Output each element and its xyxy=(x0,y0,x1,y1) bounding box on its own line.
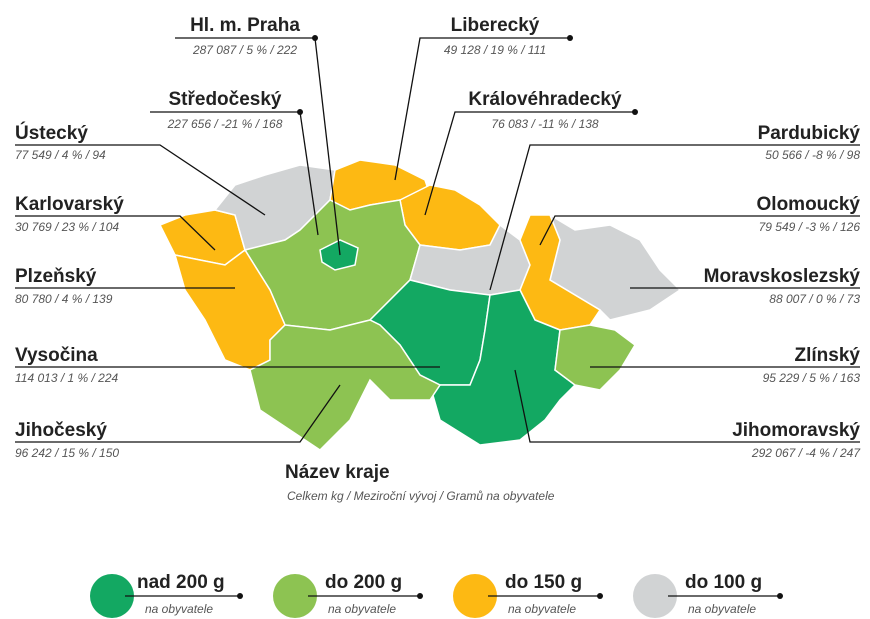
region-stats: 76 083 / -11 % / 138 xyxy=(491,117,599,131)
legend-sublabel: na obyvatele xyxy=(145,602,213,616)
legend-dot xyxy=(417,593,423,599)
region-jihocesky xyxy=(249,319,442,451)
region-stats: 292 067 / -4 % / 247 xyxy=(751,446,861,460)
legend-dot xyxy=(597,593,603,599)
region-name: Ústecký xyxy=(15,122,88,144)
legend-sublabel: na obyvatele xyxy=(688,602,756,616)
region-stats: 30 769 / 23 % / 104 xyxy=(15,220,119,234)
region-jihomoravsky xyxy=(429,289,577,446)
leader xyxy=(15,384,341,443)
leader xyxy=(539,215,860,246)
region-praha xyxy=(319,239,359,271)
legend-swatch xyxy=(633,574,677,618)
legend-dot xyxy=(237,593,243,599)
leader-lines xyxy=(15,35,860,443)
leader-dot xyxy=(567,35,573,41)
region-stats: 77 549 / 4 % / 94 xyxy=(15,148,106,162)
legend: nad 200 g na obyvatele do 200 g na obyva… xyxy=(90,572,783,618)
region-name: Karlovarský xyxy=(15,194,124,215)
region-stats: 114 013 / 1 % / 224 xyxy=(15,371,119,385)
region-name: Zlínský xyxy=(795,345,861,366)
map xyxy=(158,159,682,451)
region-labels: Hl. m. Praha 287 087 / 5 % / 222 Liberec… xyxy=(15,15,861,460)
region-name: Olomoucký xyxy=(757,194,861,215)
leader-dot xyxy=(312,35,318,41)
region-stats: 287 087 / 5 % / 222 xyxy=(192,43,297,57)
region-stats: 49 128 / 19 % / 111 xyxy=(444,43,546,57)
region-name: Středočeský xyxy=(168,89,281,110)
legend-title: Název kraje xyxy=(285,462,390,483)
region-name: Jihočeský xyxy=(15,420,107,441)
legend-dot xyxy=(777,593,783,599)
region-name: Královéhradecký xyxy=(468,89,622,110)
legend-swatch xyxy=(90,574,134,618)
legend-label: nad 200 g xyxy=(137,572,225,593)
leader xyxy=(15,144,266,216)
legend-subtitle: Celkem kg / Meziroční vývoj / Gramů na o… xyxy=(287,489,555,503)
region-name: Hl. m. Praha xyxy=(190,15,300,36)
region-name: Vysočina xyxy=(15,345,98,366)
region-zlinsky xyxy=(554,324,636,391)
leader-dot xyxy=(297,109,303,115)
region-stats: 227 656 / -21 % / 168 xyxy=(167,117,283,131)
legend-label: do 100 g xyxy=(685,572,762,593)
region-name: Plzeňský xyxy=(15,266,97,287)
legend-swatch xyxy=(273,574,317,618)
region-stats: 88 007 / 0 % / 73 xyxy=(769,292,860,306)
leader xyxy=(15,215,216,251)
legend-swatch xyxy=(453,574,497,618)
region-stats: 79 549 / -3 % / 126 xyxy=(759,220,861,234)
legend-sublabel: na obyvatele xyxy=(508,602,576,616)
legend-label: do 200 g xyxy=(325,572,402,593)
leader-dot xyxy=(632,109,638,115)
region-stats: 96 242 / 15 % / 150 xyxy=(15,446,119,460)
region-stats: 80 780 / 4 % / 139 xyxy=(15,292,113,306)
region-stats: 95 229 / 5 % / 163 xyxy=(763,371,861,385)
leader xyxy=(489,144,860,291)
region-stats: 50 566 / -8 % / 98 xyxy=(765,148,860,162)
legend-sublabel: na obyvatele xyxy=(328,602,396,616)
leader xyxy=(394,37,570,181)
leader xyxy=(424,111,635,216)
region-name: Moravskoslezský xyxy=(704,266,861,287)
legend-label: do 150 g xyxy=(505,572,582,593)
region-name: Jihomoravský xyxy=(732,420,860,441)
region-name: Pardubický xyxy=(758,123,861,144)
region-name: Liberecký xyxy=(451,15,540,36)
leader xyxy=(514,369,860,443)
